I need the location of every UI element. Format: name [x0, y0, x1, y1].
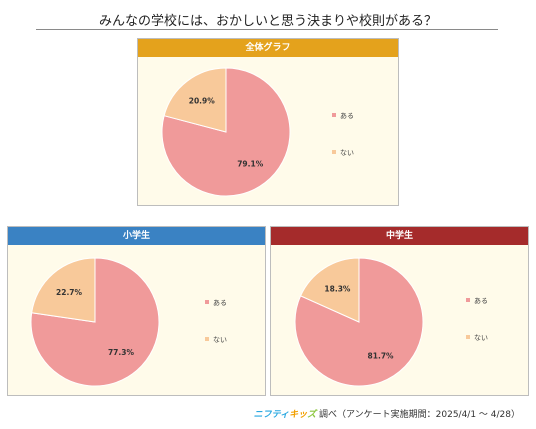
source-text: 調べ（アンケート実施期間：2025/4/1 ～ 4/28） — [319, 410, 520, 420]
brand-logo-part3: ズ — [307, 410, 317, 420]
source-footer: ニフティキッズ 調べ（アンケート実施期間：2025/4/1 ～ 4/28） — [254, 407, 520, 420]
slice-label-no: 18.3% — [324, 285, 351, 294]
legend-label-no: ない — [340, 149, 354, 157]
panel-header-overall: 全体グラフ — [138, 39, 398, 57]
slice-label-no: 22.7% — [56, 288, 83, 297]
pie-slice-no — [163, 67, 227, 133]
brand-logo-part1: ニフティ — [253, 410, 290, 420]
slice-label-no: 20.9% — [189, 97, 216, 106]
legend-swatch-yes — [332, 113, 336, 117]
legend-swatch-yes — [205, 300, 209, 304]
legend-label-yes: ある — [474, 297, 488, 305]
legend-swatch-no — [466, 335, 470, 339]
legend-swatch-yes — [466, 298, 470, 302]
panel-header-elementary: 小学生 — [8, 227, 265, 245]
panel-junior-high: 中学生 81.7% 18.3% あるない — [270, 226, 529, 396]
slice-label-yes: 79.1% — [237, 159, 264, 168]
legend-swatch-no — [332, 150, 336, 154]
panel-overall: 全体グラフ 79.1% 20.9% あるない — [137, 38, 399, 206]
page-title: みんなの学校には、おかしいと思う決まりや校則がある？ — [98, 14, 437, 29]
slice-label-yes: 77.3% — [108, 348, 135, 357]
panel-elementary: 小学生 77.3% 22.7% あるない — [7, 226, 266, 396]
panel-header-junior-high: 中学生 — [271, 227, 528, 245]
legend-swatch-no — [205, 337, 209, 341]
legend-label-no: ない — [213, 336, 227, 344]
pie-slice-no — [31, 257, 96, 323]
slice-label-yes: 81.7% — [368, 351, 395, 360]
legend-label-no: ない — [474, 334, 488, 342]
pie-slice-no — [299, 257, 360, 323]
brand-logo-part2: キッ — [289, 410, 308, 420]
title-divider — [36, 29, 498, 30]
pie-slice-yes — [294, 257, 424, 387]
legend-label-yes: ある — [340, 112, 354, 120]
legend-label-yes: ある — [213, 299, 227, 307]
